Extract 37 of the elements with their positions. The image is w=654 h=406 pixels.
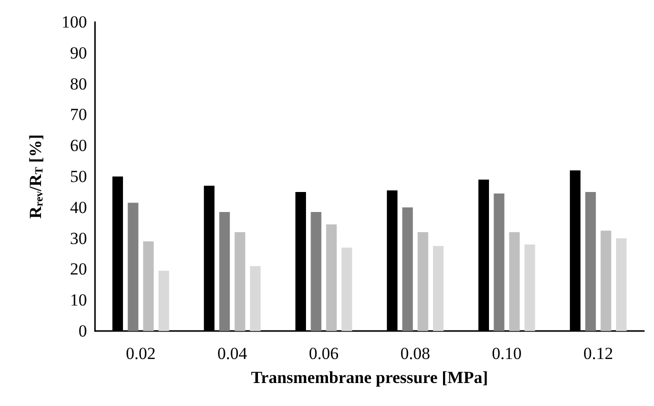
- bar: [509, 232, 520, 331]
- x-tick-label: 0.02: [126, 344, 156, 363]
- x-tick-label: 0.12: [583, 344, 614, 363]
- bar: [219, 212, 230, 331]
- y-tick-label: 20: [70, 260, 87, 279]
- y-tick-label: 70: [70, 105, 87, 124]
- y-tick-label: 0: [78, 322, 87, 340]
- bar: [234, 232, 246, 331]
- y-tick-label: 50: [70, 167, 87, 186]
- bar: [342, 248, 352, 331]
- x-tick-label: 0.06: [308, 344, 339, 363]
- y-axis-title: Rrev/RT [%]: [26, 134, 46, 219]
- bar: [433, 246, 444, 331]
- bar: [143, 241, 154, 331]
- bar: [128, 202, 138, 331]
- y-tick-label: 90: [70, 43, 87, 62]
- x-tick-label: 0.10: [492, 344, 522, 363]
- x-tick-label: 0.04: [217, 344, 248, 363]
- y-tick-label: 80: [70, 74, 87, 94]
- x-tick-label: 0.08: [400, 344, 430, 363]
- bar: [402, 207, 413, 331]
- bar: [524, 244, 536, 331]
- bar: [494, 193, 504, 331]
- y-tick-label: 30: [70, 228, 87, 248]
- bar: [616, 238, 627, 331]
- y-tick-label: 40: [70, 198, 87, 217]
- bar: [158, 270, 170, 331]
- bar: [418, 232, 428, 331]
- y-tick-label: 60: [70, 136, 87, 156]
- x-axis-title: Transmembrane pressure [MPa]: [250, 368, 488, 387]
- y-tick-label: 100: [62, 12, 87, 32]
- bar: [326, 224, 337, 331]
- y-tick-label: 10: [70, 290, 87, 310]
- bar: [310, 212, 322, 331]
- bar: [600, 230, 612, 331]
- bar: [250, 266, 261, 331]
- bar: [585, 192, 596, 331]
